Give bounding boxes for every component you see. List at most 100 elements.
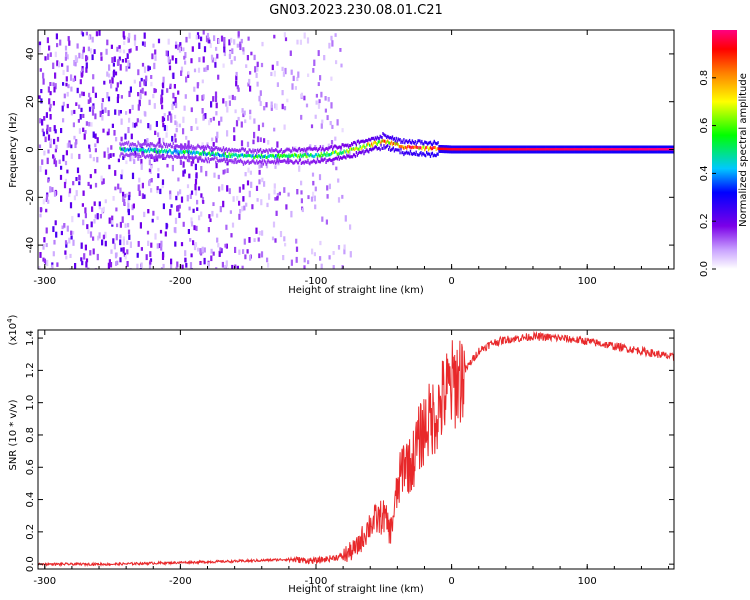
signal-cell xyxy=(426,145,429,149)
signal-cell xyxy=(365,149,367,153)
signal-cell xyxy=(296,155,299,159)
noise-speckle xyxy=(117,158,120,163)
signal-cell xyxy=(199,152,201,156)
signal-cell xyxy=(172,151,174,155)
signal-cell xyxy=(511,145,513,149)
noise-speckle xyxy=(65,76,68,82)
signal-cell xyxy=(573,148,575,151)
signal-cell xyxy=(488,148,490,151)
signal-cell xyxy=(465,148,468,151)
signal-cell xyxy=(467,145,470,149)
signal-cell xyxy=(575,145,577,149)
signal-cell xyxy=(626,148,628,151)
noise-speckle xyxy=(154,49,157,55)
signal-cell xyxy=(181,155,183,159)
signal-cell xyxy=(361,150,363,154)
signal-cell xyxy=(379,134,381,138)
signal-cell xyxy=(397,143,399,147)
noise-speckle xyxy=(202,30,205,35)
noise-speckle xyxy=(97,235,100,241)
signal-cell xyxy=(552,150,554,154)
signal-cell xyxy=(227,154,229,158)
signal-cell xyxy=(586,145,588,149)
noise-speckle xyxy=(259,90,262,96)
signal-cell xyxy=(321,158,323,162)
noise-speckle xyxy=(96,253,99,261)
signal-cell xyxy=(662,148,664,151)
noise-speckle xyxy=(202,200,205,204)
noise-speckle xyxy=(317,50,320,57)
signal-cell xyxy=(140,143,142,147)
noise-speckle xyxy=(341,128,344,133)
signal-cell xyxy=(157,141,159,145)
signal-cell xyxy=(425,140,427,144)
signal-cell xyxy=(136,144,138,148)
signal-cell xyxy=(349,155,351,159)
signal-cell xyxy=(163,141,165,145)
signal-cell xyxy=(346,148,348,152)
noise-speckle xyxy=(141,193,144,199)
noise-speckle xyxy=(41,128,44,133)
noise-speckle xyxy=(107,110,110,117)
signal-cell xyxy=(295,159,297,163)
signal-cell xyxy=(260,153,263,157)
signal-cell xyxy=(484,150,487,154)
signal-cell xyxy=(284,154,286,158)
signal-cell xyxy=(363,144,365,148)
signal-cell xyxy=(175,150,177,154)
noise-speckle xyxy=(39,118,42,124)
noise-speckle xyxy=(223,267,226,269)
noise-speckle xyxy=(149,258,153,262)
signal-cell xyxy=(661,145,663,149)
noise-speckle xyxy=(141,182,144,189)
signal-cell xyxy=(143,148,145,152)
noise-speckle xyxy=(74,62,77,67)
signal-cell xyxy=(565,145,567,149)
signal-cell xyxy=(177,155,179,159)
signal-cell xyxy=(184,149,187,153)
signal-cell xyxy=(271,147,273,151)
noise-speckle xyxy=(70,153,73,159)
noise-speckle xyxy=(199,261,202,266)
signal-cell xyxy=(525,150,527,154)
noise-speckle xyxy=(337,197,341,203)
signal-cell xyxy=(325,154,327,158)
signal-cell xyxy=(187,155,190,158)
signal-cell xyxy=(326,151,328,155)
noise-speckle xyxy=(111,215,114,222)
noise-speckle xyxy=(101,98,104,103)
signal-cell xyxy=(202,145,205,149)
noise-speckle xyxy=(68,191,71,197)
noise-speckle xyxy=(165,222,168,230)
noise-speckle xyxy=(108,73,111,78)
noise-speckle xyxy=(328,183,331,190)
signal-cell xyxy=(470,148,472,151)
noise-speckle xyxy=(80,72,84,78)
signal-cell xyxy=(165,155,168,159)
signal-cell xyxy=(165,142,168,146)
noise-speckle xyxy=(310,196,314,202)
signal-cell xyxy=(155,144,157,148)
signal-cell xyxy=(504,150,507,154)
signal-cell xyxy=(570,150,572,154)
signal-cell xyxy=(340,152,342,155)
noise-speckle xyxy=(99,110,102,118)
noise-speckle xyxy=(299,39,302,45)
noise-speckle xyxy=(278,191,281,196)
noise-speckle xyxy=(196,207,199,211)
signal-cell xyxy=(178,145,180,149)
noise-speckle xyxy=(119,239,122,246)
signal-cell xyxy=(145,150,148,154)
noise-speckle xyxy=(307,73,310,78)
signal-cell xyxy=(359,150,361,154)
signal-cell xyxy=(399,145,401,149)
signal-cell xyxy=(482,150,485,154)
signal-cell xyxy=(217,151,219,155)
noise-speckle xyxy=(47,149,50,154)
noise-speckle xyxy=(242,196,245,202)
noise-speckle xyxy=(243,110,246,116)
signal-cell xyxy=(368,150,370,154)
signal-cell xyxy=(351,155,353,159)
signal-cell xyxy=(597,150,600,154)
signal-cell xyxy=(386,144,388,148)
